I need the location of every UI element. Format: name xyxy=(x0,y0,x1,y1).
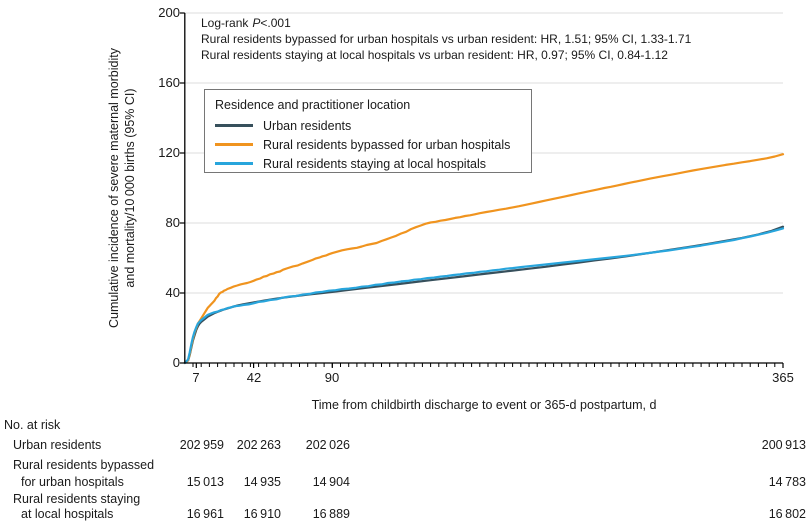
risk-row-staying-label-line2: at local hospitals xyxy=(21,507,114,521)
risk-value: 200 913 xyxy=(761,438,806,452)
risk-value: 202 263 xyxy=(236,438,281,452)
risk-value: 16 910 xyxy=(243,507,281,521)
risk-row-urban-label: Urban residents xyxy=(13,438,102,452)
y-axis-label: Cumulative incidence of severe maternal … xyxy=(106,48,138,328)
p-value: <.001 xyxy=(260,16,291,30)
risk-value: 15 013 xyxy=(186,475,224,489)
legend-label-staying: Rural residents staying at local hospita… xyxy=(263,156,487,171)
risk-value: 202 026 xyxy=(305,438,350,452)
risk-row-staying-label-line1: Rural residents staying xyxy=(13,492,141,506)
risk-table-heading: No. at risk xyxy=(4,418,61,432)
legend-title: Residence and practitioner location xyxy=(215,98,411,112)
risk-value: 16 961 xyxy=(186,507,224,521)
stats-annotation: Log-rank P<.001 Rural residents bypassed … xyxy=(201,15,691,63)
hr-line-bypassed: Rural residents bypassed for urban hospi… xyxy=(201,32,692,46)
legend-item-urban: Urban residents xyxy=(215,116,531,135)
x-tick-label-42: 42 xyxy=(246,370,262,385)
x-tick-label-365: 365 xyxy=(772,370,794,385)
y-tick-label-0: 0 xyxy=(172,355,180,370)
risk-row-bypassed-label-line1: Rural residents bypassed xyxy=(13,458,155,472)
risk-value: 202 959 xyxy=(179,438,224,452)
hr-line-staying: Rural residents staying at local hospita… xyxy=(201,48,668,62)
risk-value: 14 904 xyxy=(312,475,350,489)
risk-value: 16 802 xyxy=(768,507,806,521)
legend-item-staying: Rural residents staying at local hospita… xyxy=(215,154,531,173)
y-tick-label-40: 40 xyxy=(165,285,180,300)
y-tick-label-120: 120 xyxy=(158,145,180,160)
y-tick-label-160: 160 xyxy=(158,75,180,90)
legend-box: Residence and practitioner location Urba… xyxy=(204,89,532,173)
risk-value: 14 783 xyxy=(768,475,806,489)
y-axis-label-line1: Cumulative incidence of severe maternal … xyxy=(107,48,121,328)
x-axis-title: Time from childbirth discharge to event … xyxy=(311,398,657,412)
risk-value: 14 935 xyxy=(243,475,281,489)
legend-label-urban: Urban residents xyxy=(263,118,352,133)
logrank-line: Log-rank P<.001 xyxy=(201,15,691,31)
staying-line-swatch xyxy=(215,162,253,165)
y-tick-label-80: 80 xyxy=(165,215,180,230)
x-tick-label-90: 90 xyxy=(324,370,340,385)
y-tick-label-200: 200 xyxy=(158,5,180,20)
urban-line-swatch xyxy=(215,124,253,127)
logrank-label: Log-rank xyxy=(201,16,249,30)
bypassed-line-swatch xyxy=(215,143,253,146)
risk-value: 16 889 xyxy=(312,507,350,521)
legend-label-bypassed: Rural residents bypassed for urban hospi… xyxy=(263,137,511,152)
p-symbol: P xyxy=(252,16,261,30)
y-axis-label-line2: and mortality/10 000 births (95% CI) xyxy=(123,88,137,288)
x-tick-label-7: 7 xyxy=(192,370,200,385)
legend-item-bypassed: Rural residents bypassed for urban hospi… xyxy=(215,135,531,154)
risk-row-bypassed-label-line2: for urban hospitals xyxy=(21,475,124,489)
